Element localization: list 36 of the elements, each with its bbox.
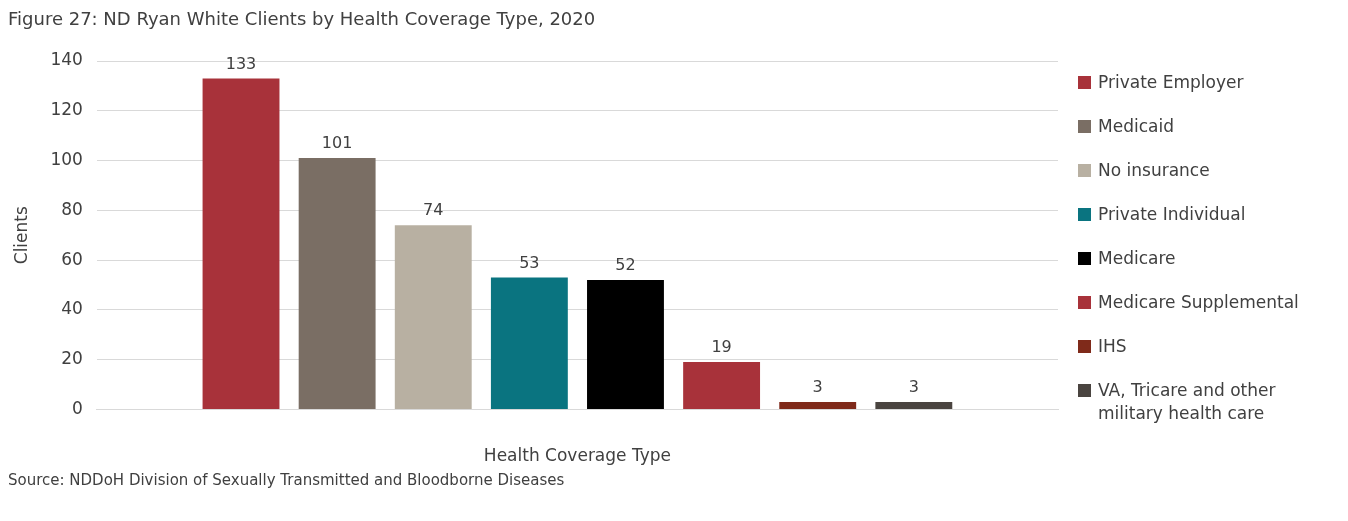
y-tick-label: 60 [61,248,83,269]
legend-label: Private Employer [1098,71,1244,94]
y-tick-label: 0 [72,397,83,418]
bar [394,225,472,409]
bar [779,401,857,409]
legend-label: Medicare [1098,247,1176,270]
bar [683,362,761,409]
legend-label: IHS [1098,335,1127,358]
legend-label: Medicaid [1098,115,1174,138]
data-label: 74 [423,200,444,220]
legend-label: No insurance [1098,159,1210,182]
bar [298,158,376,409]
data-label: 101 [321,133,353,153]
data-label: 3 [812,377,823,397]
y-tick-label: 40 [61,298,83,319]
bar [490,277,568,409]
y-tick-label: 140 [50,49,83,70]
source-note: Source: NDDoH Division of Sexually Transmitted and Bloodborne Diseases [8,471,566,489]
data-label: 133 [225,53,257,73]
x-axis-title: Health Coverage Type [483,445,671,466]
data-label: 52 [615,255,636,275]
y-axis-title: Clients [10,206,31,265]
legend-label: VA, Tricare and other military health care [1098,379,1277,425]
chart-title: Figure 27: ND Ryan White Clients by Health Coverage Type, 2020 [8,8,597,29]
data-label: 3 [908,377,919,397]
y-tick-label: 120 [50,99,83,120]
y-tick-label: 100 [50,148,83,169]
bar [875,401,953,409]
data-label: 53 [519,252,540,272]
legend-label: Private Individual [1098,203,1246,226]
y-tick-label: 80 [61,198,83,219]
bar [587,279,664,409]
data-label: 19 [711,337,732,357]
y-tick-label: 20 [61,348,83,369]
bar [202,78,280,409]
legend-label: Medicare Supplemental [1098,291,1299,314]
